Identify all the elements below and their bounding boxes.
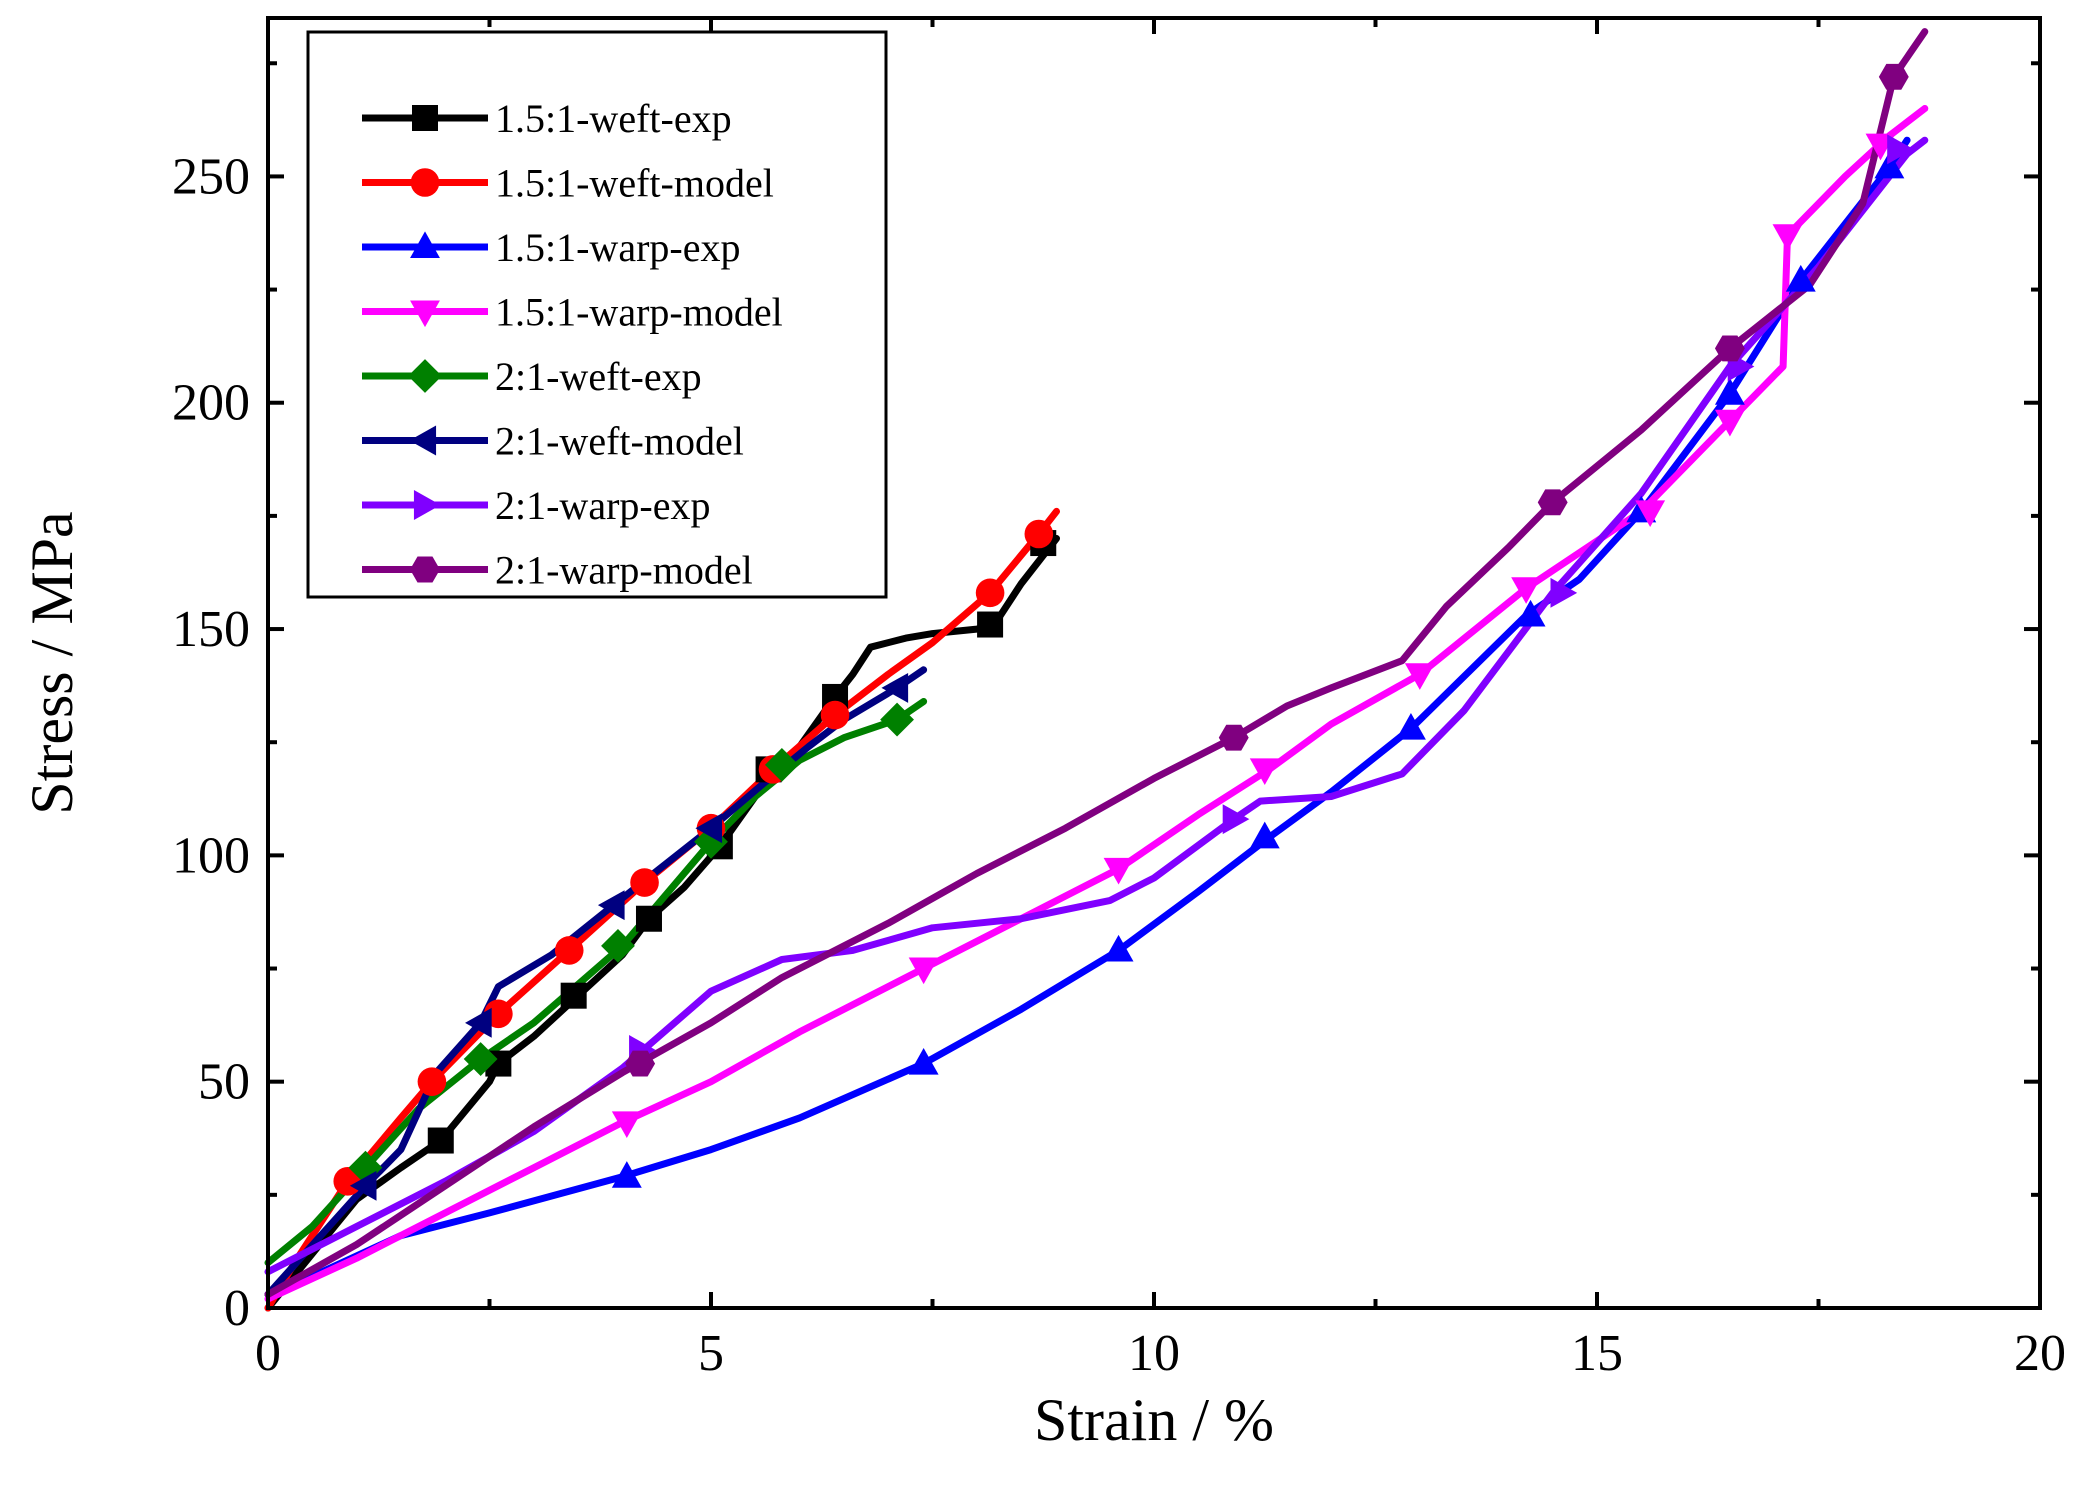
data-point-series-1	[977, 611, 1004, 638]
series-markers	[333, 63, 1914, 1201]
legend-label: 2:1-warp-exp	[495, 483, 710, 528]
data-point-series-4	[1511, 577, 1542, 604]
data-point-series-5	[880, 702, 914, 737]
data-point-series-8	[1714, 335, 1745, 362]
data-point-series-3	[1515, 599, 1546, 627]
data-point-series-3	[1103, 934, 1134, 962]
data-point-series-4	[1103, 857, 1134, 885]
series-line-1	[264, 535, 1060, 1312]
data-point-series-8	[1878, 63, 1909, 90]
legend-marker	[410, 300, 440, 328]
y-tick-label: 50	[198, 1054, 250, 1111]
data-point-series-8	[1537, 489, 1568, 516]
data-point-series-6	[349, 1170, 377, 1201]
legend-marker	[412, 105, 438, 131]
data-point-series-6	[695, 813, 723, 844]
legend-label: 2:1-weft-exp	[495, 354, 702, 399]
data-point-series-3	[1395, 713, 1426, 740]
data-point-series-7	[1550, 577, 1578, 608]
data-point-series-2	[417, 1067, 447, 1096]
data-point-series-1	[635, 905, 662, 932]
data-point-series-2	[630, 868, 659, 897]
legend-marker	[410, 231, 440, 259]
data-point-series-5	[463, 1042, 498, 1076]
x-tick-label: 0	[255, 1325, 281, 1382]
data-point-series-4	[1714, 409, 1745, 437]
y-axis-title: Stress / MPa	[19, 511, 85, 814]
data-point-series-7	[1222, 804, 1250, 835]
x-tick-label: 15	[1571, 1325, 1623, 1382]
data-point-series-5	[601, 928, 635, 963]
data-point-series-6	[465, 1007, 492, 1038]
data-point-series-4	[1635, 500, 1666, 527]
legend: 1.5:1-weft-exp 1.5:1-weft-model 1.5:1-warp…	[306, 30, 888, 599]
data-point-series-5	[764, 747, 799, 782]
data-point-series-2	[820, 700, 850, 730]
data-point-series-4	[611, 1111, 642, 1139]
data-point-series-1	[427, 1127, 454, 1154]
data-point-series-2	[975, 578, 1005, 608]
legend-marker	[410, 168, 440, 197]
data-point-series-2	[554, 936, 584, 965]
legend-marker	[410, 556, 440, 583]
legend-label: 1.5:1-warp-model	[495, 290, 783, 335]
data-point-series-8	[1218, 724, 1249, 751]
data-point-series-4	[1772, 224, 1803, 251]
data-point-series-3	[1714, 378, 1745, 405]
x-tick-label: 20	[2014, 1325, 2066, 1382]
legend-label: 1.5:1-weft-exp	[495, 96, 732, 141]
data-point-series-3	[1874, 151, 1905, 179]
data-point-series-1	[560, 982, 587, 1009]
legend-marker	[408, 359, 442, 393]
data-point-series-7	[1887, 134, 1914, 165]
y-tick-label: 0	[224, 1280, 250, 1337]
legend-marker	[409, 425, 437, 456]
y-tick-label: 250	[172, 148, 250, 205]
x-tick-label: 5	[698, 1325, 724, 1382]
data-point-series-3	[1785, 264, 1816, 292]
legend-label: 2:1-warp-model	[495, 548, 753, 593]
data-point-series-8	[625, 1050, 656, 1077]
data-point-series-4	[1404, 663, 1435, 690]
data-point-series-3	[1249, 821, 1280, 849]
data-point-series-4	[908, 957, 939, 985]
series-line-3	[264, 136, 1911, 1298]
y-tick-label: 150	[172, 601, 250, 658]
data-point-series-6	[881, 672, 909, 703]
legend-label: 1.5:1-weft-model	[495, 161, 774, 206]
data-point-series-6	[597, 890, 625, 921]
data-point-series-5	[348, 1150, 383, 1185]
y-tick-label: 200	[172, 375, 250, 432]
data-point-series-3	[908, 1047, 939, 1075]
legend-label: 1.5:1-warp-exp	[495, 225, 740, 270]
x-tick-label: 10	[1128, 1325, 1180, 1382]
legend-label: 2:1-weft-model	[495, 419, 744, 464]
data-point-series-3	[611, 1161, 642, 1188]
data-point-series-2	[1024, 519, 1054, 549]
data-point-series-4	[1249, 758, 1280, 785]
legend-marker	[413, 490, 441, 520]
series-line-8	[264, 28, 1929, 1298]
y-tick-label: 100	[172, 827, 250, 884]
x-axis-title: Strain / %	[1034, 1387, 1274, 1453]
